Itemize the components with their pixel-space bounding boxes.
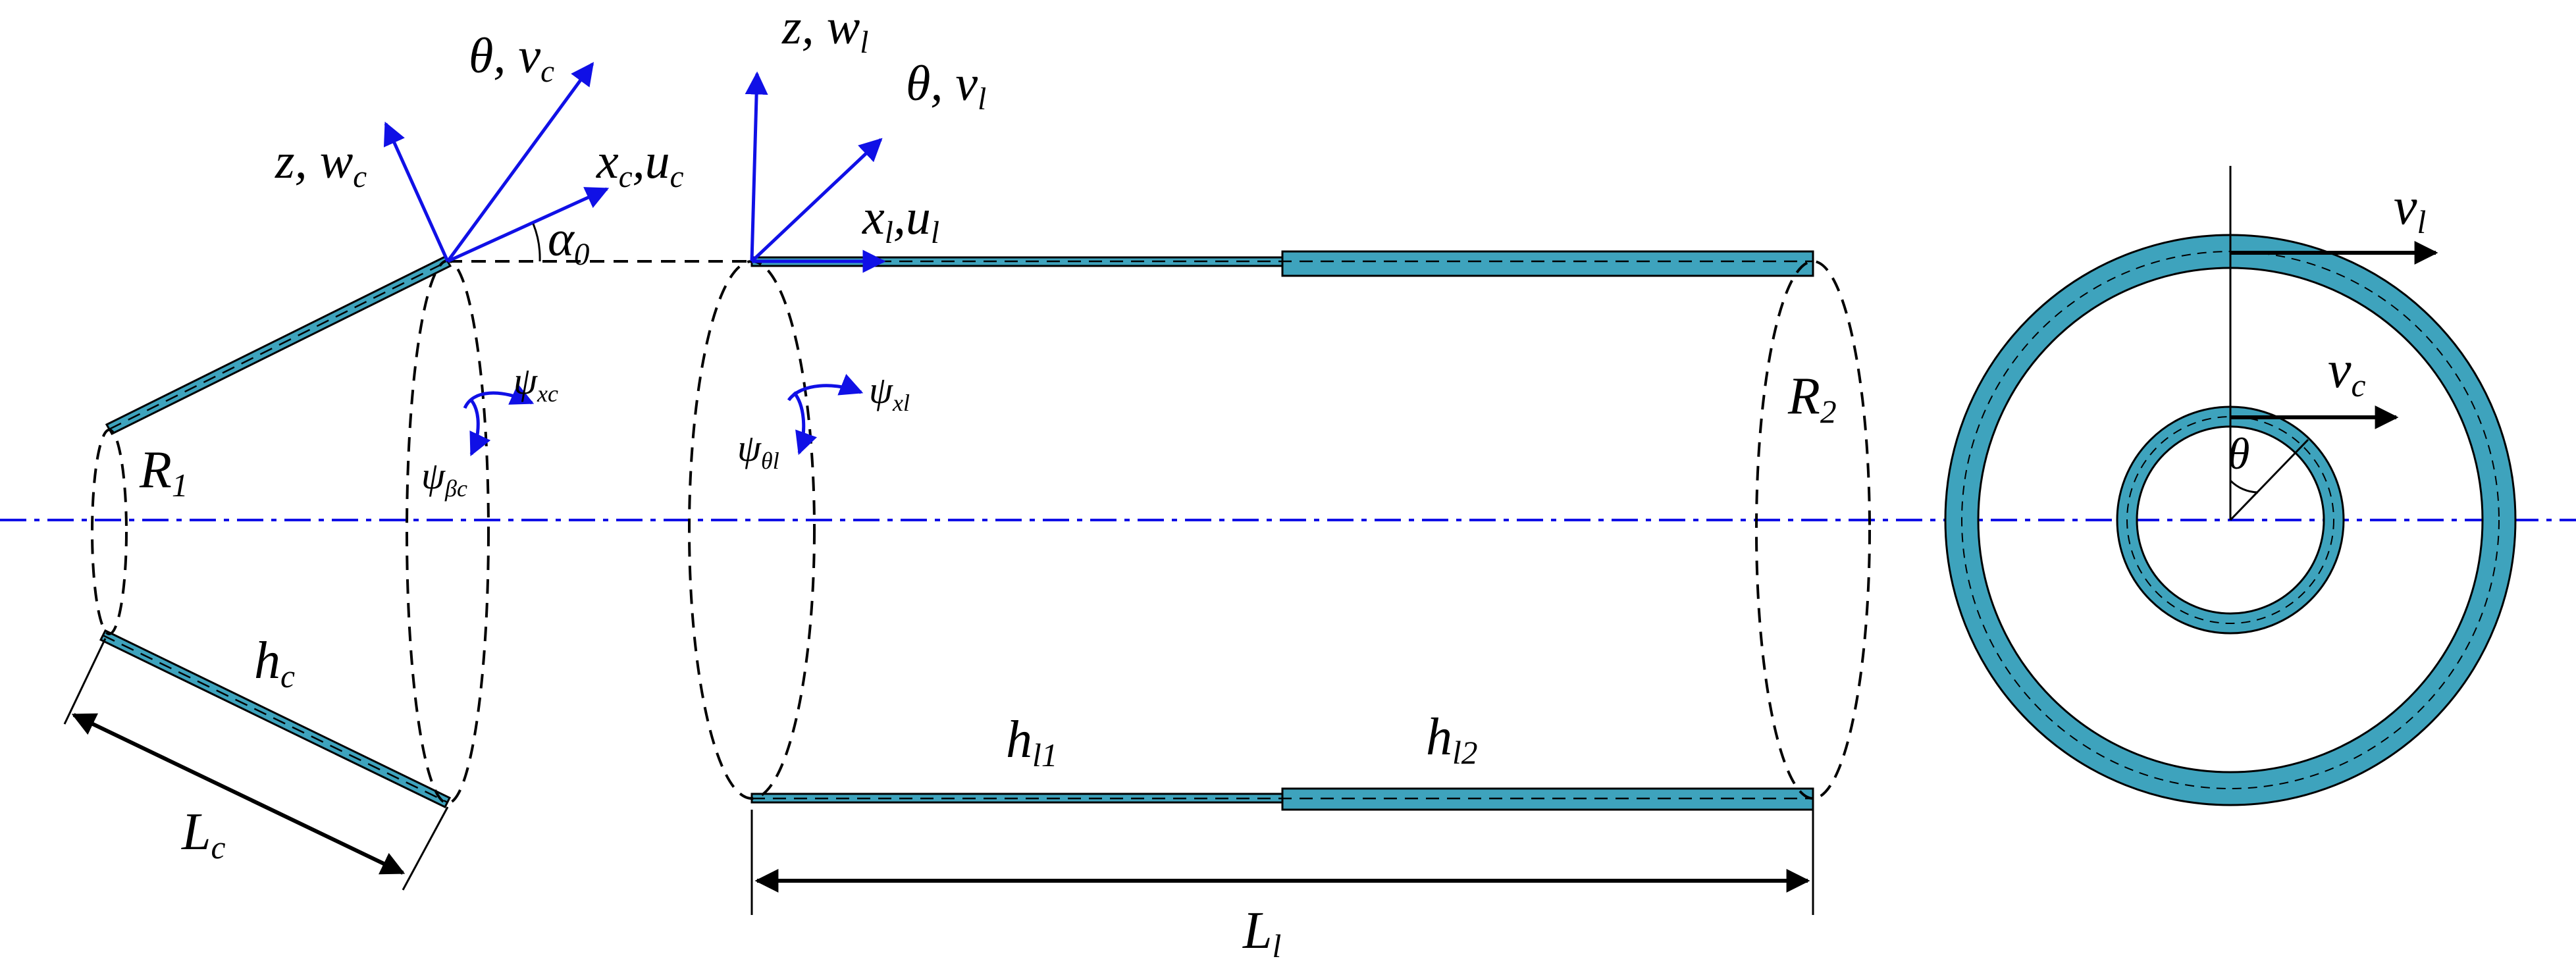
cross-section (1944, 166, 2517, 806)
cone-upper-wall (105, 255, 452, 435)
hl1-label: hl1 (1006, 711, 1058, 773)
cone-theta-v-label: θ, vc (469, 28, 554, 89)
psi-xc-label: ψxc (513, 359, 558, 407)
cone-large-end (406, 259, 490, 804)
hc-label: hc (254, 632, 295, 694)
cone-z-w-label: z, wc (275, 134, 367, 194)
cone-x-u-label: xc,uc (596, 134, 684, 194)
alpha-arc (532, 223, 541, 262)
lc-dimension (63, 638, 449, 891)
r1-label: R1 (139, 441, 188, 504)
vl-label: vl (2394, 178, 2426, 240)
conical-shell (91, 255, 490, 808)
psi-xl-rotation (787, 374, 864, 456)
r2-label: R2 (1787, 367, 1837, 430)
alpha-label: α0 (548, 211, 589, 272)
cone-axes (383, 62, 610, 263)
cyl-right-end (1755, 260, 1871, 800)
cone-x-axis (446, 187, 610, 263)
ll-dimension (750, 810, 1814, 915)
cyl-top-wall-2 (1281, 250, 1814, 277)
vc-label: vc (2328, 341, 2366, 404)
cyl-theta-axis (750, 138, 883, 263)
ll-label: Ll (1242, 902, 1281, 964)
cone-small-end (91, 429, 128, 635)
cyl-z-w-label: z, wl (781, 0, 868, 60)
cylindrical-shell (688, 250, 1871, 811)
cyl-left-end (688, 260, 816, 800)
cone-z-axis (383, 121, 450, 263)
psi-bc-label: ψβc (421, 454, 467, 502)
lc-label: Lc (181, 803, 226, 866)
cone-theta-axis (446, 62, 594, 263)
cylinder-axes (745, 71, 886, 273)
cyl-theta-v-label: θ, vl (906, 56, 986, 117)
theta-label: θ (2228, 429, 2249, 479)
cyl-x-u-label: xl,ul (862, 190, 939, 250)
psi-xl-label: ψxl (869, 369, 910, 416)
theta-arc (2229, 479, 2259, 494)
psi-xc-rotation (463, 383, 535, 457)
psi-tl-label: ψθl (737, 427, 779, 474)
theta-radius (2229, 438, 2309, 521)
hl2-label: hl2 (1426, 708, 1478, 771)
cyl-z-axis (745, 71, 768, 262)
